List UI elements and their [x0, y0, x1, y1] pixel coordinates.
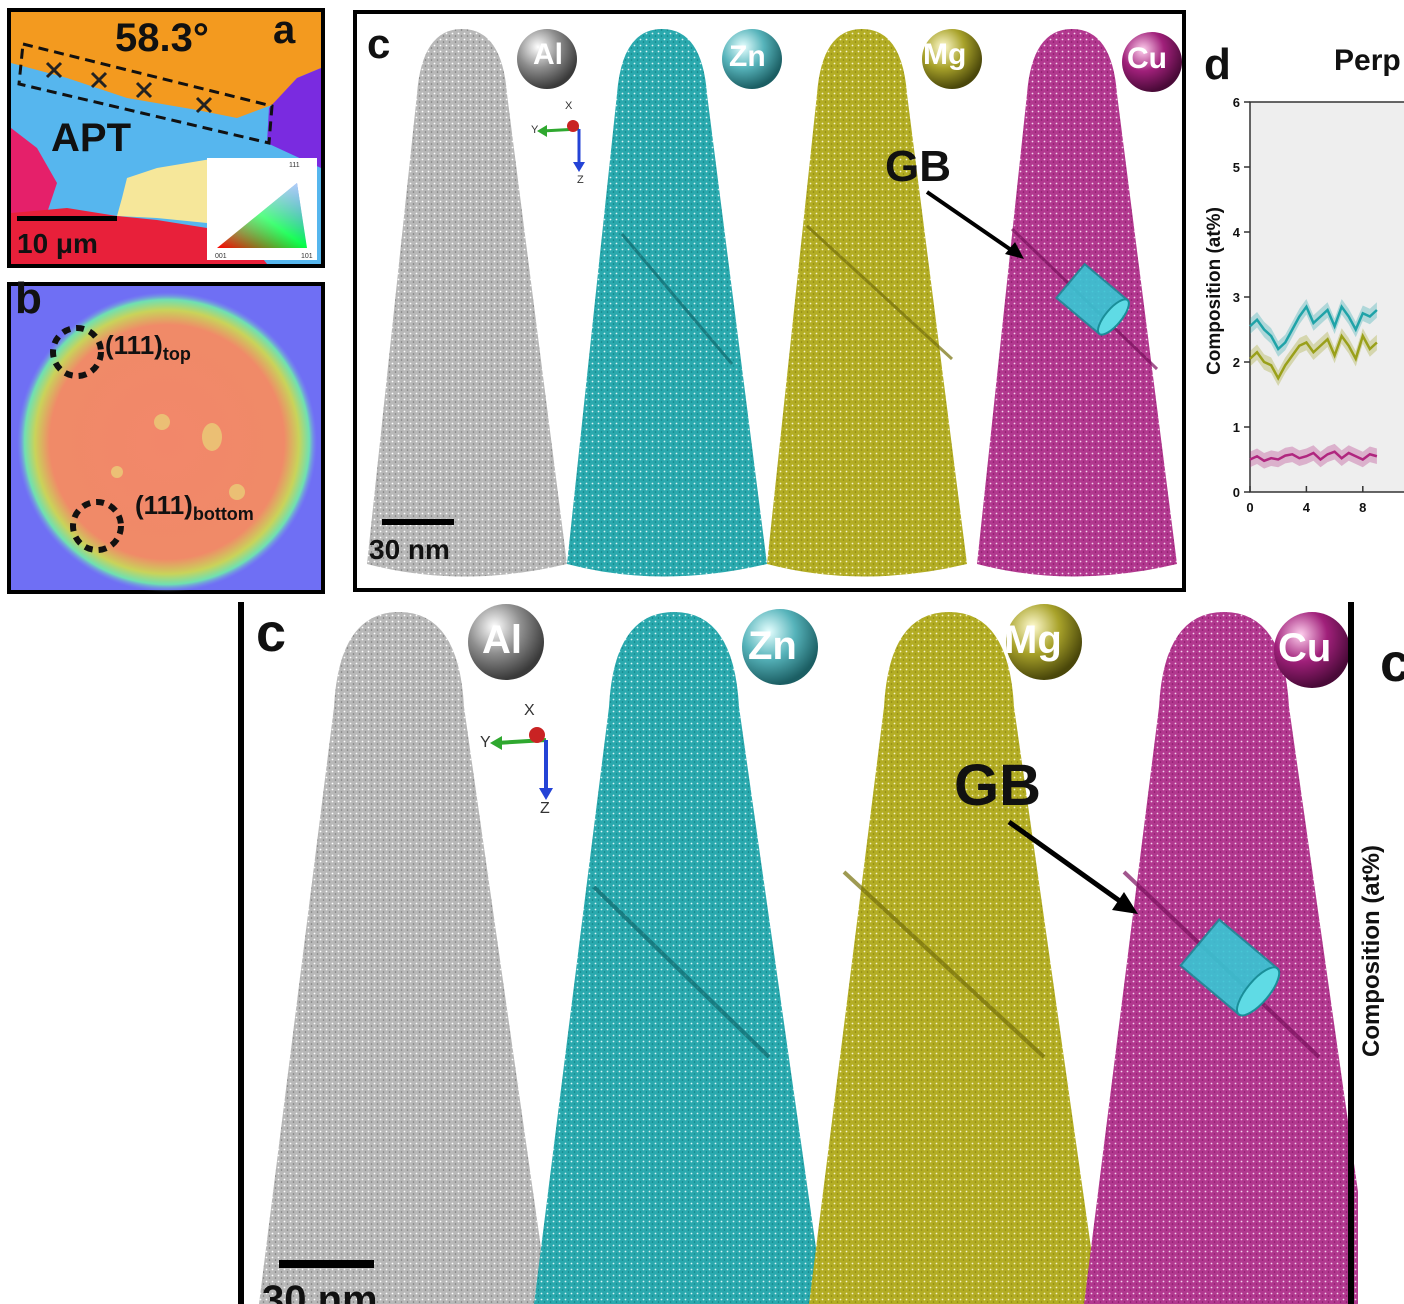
axis-triad — [490, 727, 553, 800]
element-sphere-cu — [1274, 612, 1350, 688]
axis-label-x: X — [565, 100, 573, 112]
element-label-zn: Zn — [748, 624, 797, 668]
series-line-0 — [1249, 304, 1378, 352]
apt-reconstructions-zoom — [259, 604, 1358, 1304]
scale-bar — [279, 1260, 374, 1268]
y-tick-label: 0 — [1233, 485, 1240, 500]
panel-b: b (111)top (111)bottom — [7, 274, 325, 594]
y-tick-label: 3 — [1233, 290, 1240, 305]
panel-letter-c: c — [367, 20, 391, 67]
element-label-mg: Mg — [923, 38, 967, 71]
element-label-mg: Mg — [1004, 618, 1062, 662]
element-sphere-mg — [1006, 604, 1082, 680]
scale-label: 10 μm — [17, 228, 98, 259]
gb-label: GB — [885, 142, 951, 191]
panel-letter-d-zoom: c — [1380, 632, 1404, 694]
element-label-cu: Cu — [1278, 626, 1332, 670]
misorientation-angle: 58.3° — [115, 16, 209, 60]
tip-zn — [534, 612, 824, 1304]
ebsd-map — [7, 8, 325, 268]
axis-triad — [537, 120, 585, 172]
axis-label-y: Y — [531, 124, 539, 136]
axis-label-z: Z — [540, 800, 550, 817]
scale-label: 30 nm — [262, 1278, 378, 1304]
x-tick-label: 8 — [1359, 500, 1366, 515]
element-sphere-mg — [922, 29, 982, 89]
grain-red — [11, 208, 267, 264]
tip-mg — [809, 612, 1099, 1304]
pole-bottom-label: (111)bottom — [135, 490, 254, 525]
axis-label-y: Y — [480, 734, 491, 751]
gb-arrow — [1007, 819, 1126, 907]
ipf-label-101: 101 — [301, 253, 313, 260]
plot-area — [1249, 101, 1404, 493]
panel-c-zoom: c Al Zn Mg Cu GB 30 nm X Y Z — [238, 602, 1358, 1304]
element-label-zn: Zn — [729, 40, 766, 73]
series-band-2 — [1250, 443, 1377, 469]
panel-d-zoom: c Composition (at%) — [1348, 602, 1404, 1304]
detector-hitmap — [7, 282, 325, 594]
element-label-al: Al — [533, 38, 563, 71]
composition-chart: 0 1 2 3 4 5 6 0 4 8 — [1233, 95, 1404, 515]
element-label-al: Al — [482, 618, 522, 662]
gb-label: GB — [954, 753, 1041, 818]
scale-bar — [382, 519, 454, 525]
pole-bottom-circle — [70, 499, 124, 553]
panel-c-top: c Al Zn Mg Cu GB 30 nm X Y Z — [353, 10, 1186, 592]
panel-letter-b: b — [15, 274, 42, 323]
gb-arrow — [925, 190, 1019, 256]
scale-label: 30 nm — [369, 534, 450, 565]
grain-orange — [11, 12, 321, 118]
roi-cylinder — [1179, 918, 1281, 1017]
chart-title: Perp — [1334, 44, 1401, 77]
element-sphere-al — [468, 604, 544, 680]
pole-top-circle — [50, 325, 104, 379]
ipf-label-111: 111 — [289, 162, 300, 169]
panel-a: a 58.3° APT 10 μm 111 001 101 — [7, 8, 325, 268]
panel-letter-a: a — [273, 8, 296, 52]
y-tick-label: 1 — [1233, 420, 1240, 435]
y-tick-label: 4 — [1233, 225, 1241, 240]
scale-bar — [17, 216, 117, 221]
panel-letter-c: c — [256, 603, 287, 663]
tip-mg — [767, 29, 967, 577]
roi-cylinder — [1055, 262, 1130, 336]
y-tick-label: 6 — [1233, 95, 1240, 110]
apt-reconstructions-top — [367, 29, 1182, 577]
y-tick-label: 5 — [1233, 160, 1240, 175]
element-sphere-al — [517, 29, 577, 89]
y-axis-label-zoom: Composition (at%) — [1358, 845, 1385, 1057]
grain-pink — [11, 128, 57, 220]
series-line-1 — [1249, 332, 1378, 381]
x-tick-label: 4 — [1303, 500, 1311, 515]
element-sphere-zn — [722, 29, 782, 89]
element-sphere-cu — [1122, 32, 1182, 92]
axis-label-x: X — [524, 702, 535, 719]
y-tick-label: 2 — [1233, 355, 1240, 370]
tip-zn — [567, 29, 767, 577]
tip-al — [259, 612, 549, 1304]
apt-label: APT — [51, 116, 131, 160]
series-line-2 — [1249, 450, 1378, 463]
element-label-cu: Cu — [1127, 42, 1167, 75]
pole-top-label: (111)top — [105, 330, 191, 365]
ipf-label-001: 001 — [215, 253, 227, 260]
tip-al — [367, 29, 567, 577]
grain-purple — [267, 68, 321, 168]
element-sphere-zn — [742, 609, 818, 685]
panel-letter-d: d — [1204, 40, 1231, 89]
x-tick-label: 0 — [1246, 500, 1253, 515]
axis-label-z: Z — [577, 174, 584, 186]
